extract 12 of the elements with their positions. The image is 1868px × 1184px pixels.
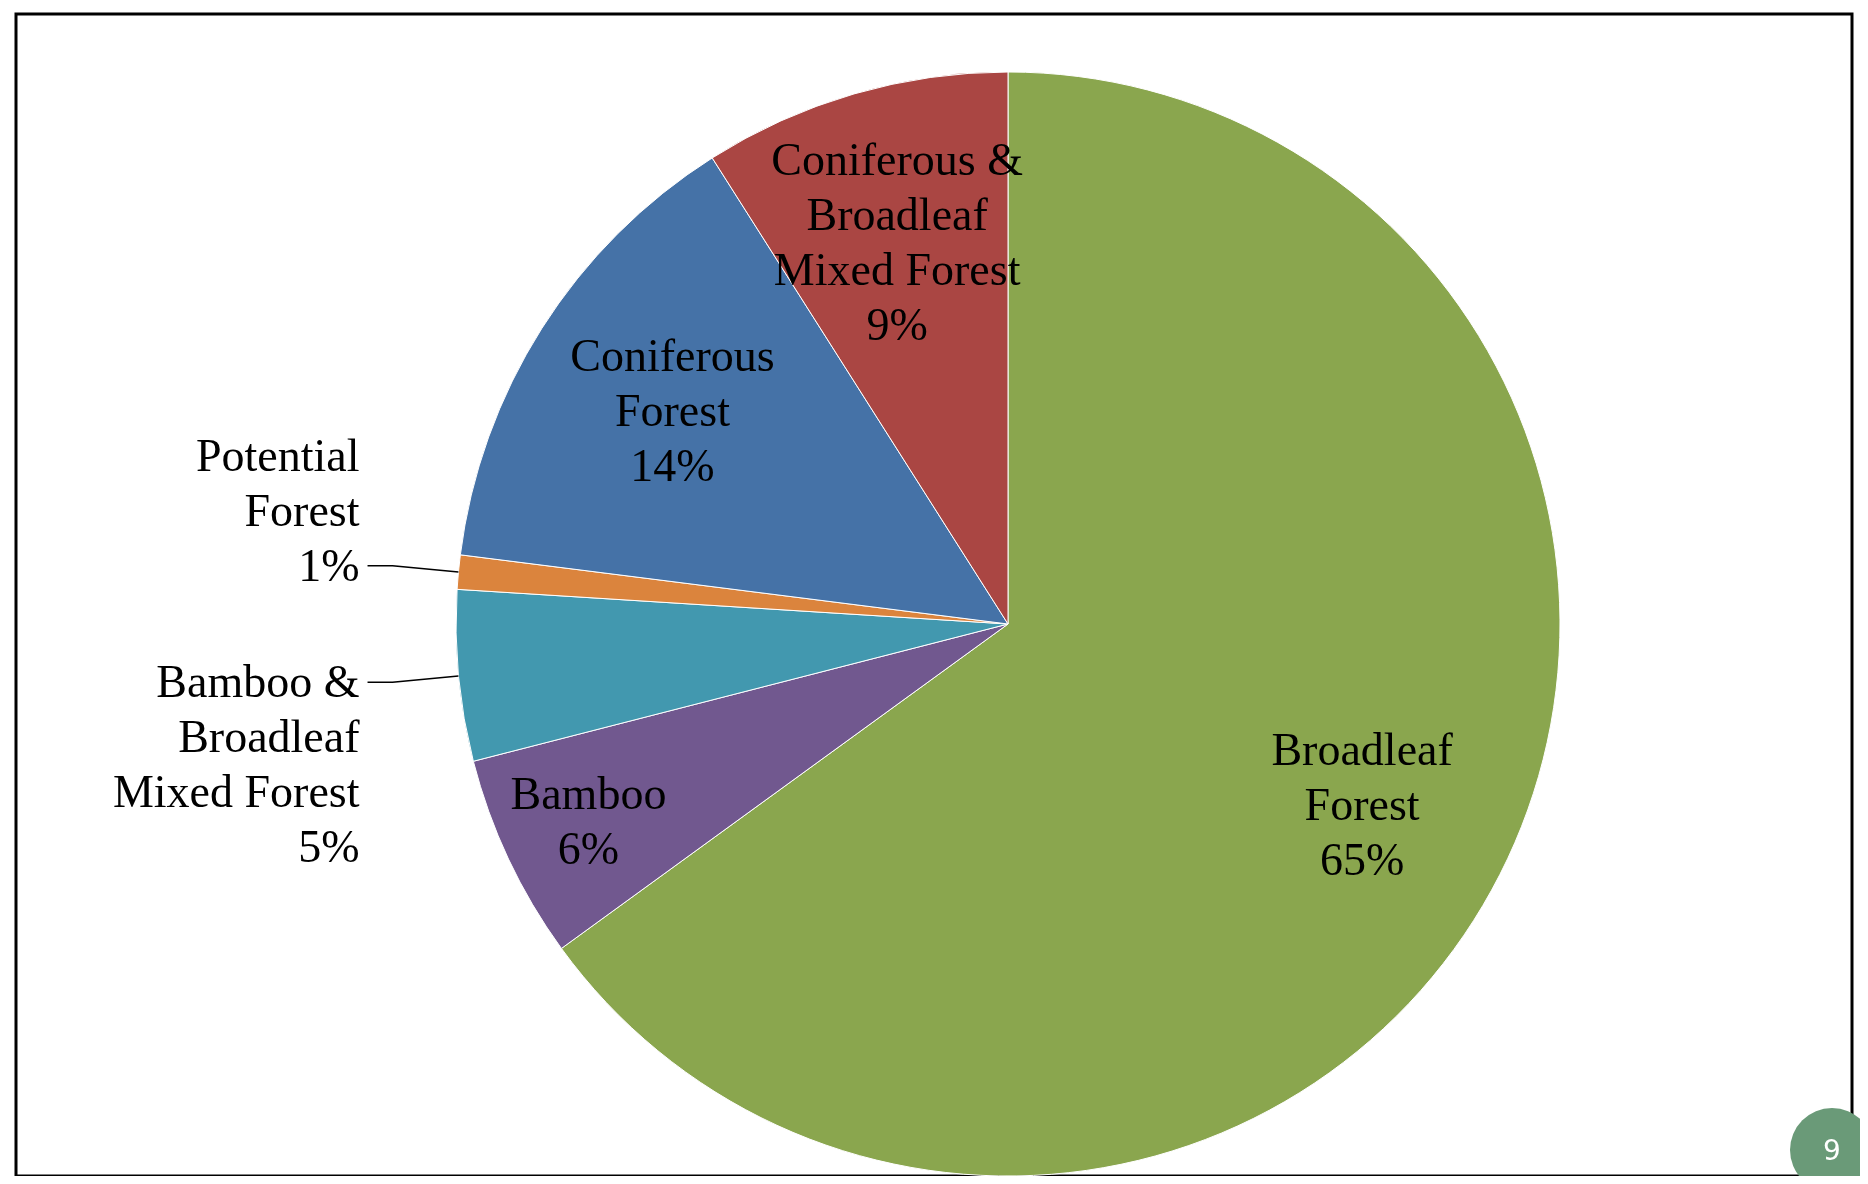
slice-label: Bamboo & Broadleaf Mixed Forest (112, 656, 361, 818)
slice-label: Coniferous Forest (570, 330, 775, 437)
data-label: 9% (866, 299, 928, 351)
slice-label: Bamboo (510, 768, 667, 820)
data-label: 14% (630, 440, 715, 492)
text: 9 (1823, 1134, 1841, 1167)
data-label: 6% (557, 823, 620, 875)
slice-label: Broadleaf Forest (1271, 723, 1454, 830)
data-label: 1% (298, 540, 360, 591)
slice-label: Potential Forest (195, 430, 360, 536)
data-label: 5% (298, 821, 360, 873)
data-label: 65% (1319, 833, 1405, 885)
